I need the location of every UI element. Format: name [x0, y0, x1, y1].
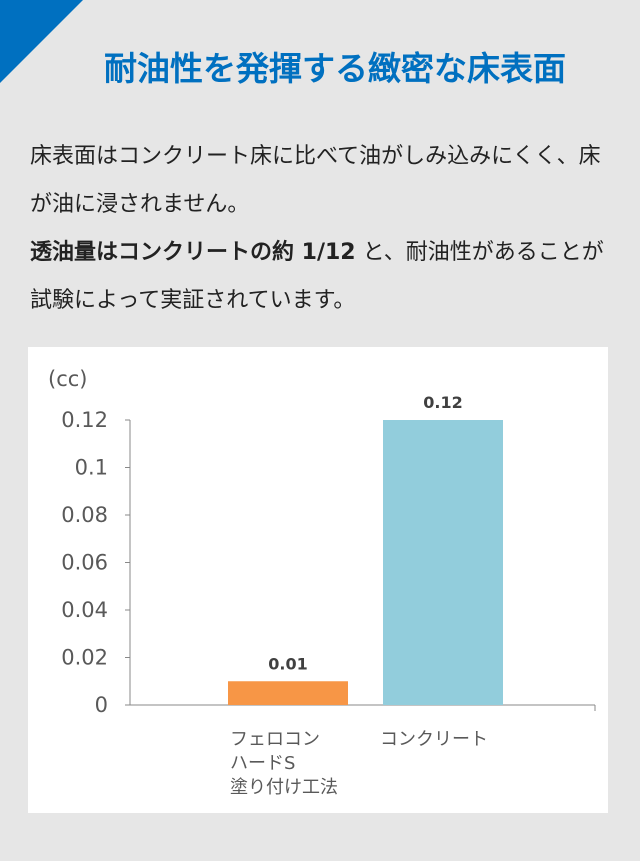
category-label: フェロコン — [230, 729, 320, 750]
bar-chart: (cc) 0 0.02 0.04 0.06 0.08 0.1 0.12 0.01 フェロコンハード… — [28, 347, 608, 813]
page-title: 耐油性を発揮する緻密な床表面 — [104, 49, 566, 88]
y-tick-label: 0.02 — [61, 646, 108, 670]
y-tick-label: 0.06 — [61, 551, 108, 575]
y-tick-label: 0.08 — [61, 503, 108, 527]
category-label: ハードS — [230, 753, 295, 774]
bar-1 — [228, 681, 348, 705]
y-tick-label: 0 — [95, 693, 108, 717]
description-text: 床表面はコンクリート床に比べて油がしみ込みにくく、床が油に浸されません。 — [30, 144, 601, 217]
description: 床表面はコンクリート床に比べて油がしみ込みにくく、床が油に浸されません。透油量は… — [30, 133, 620, 325]
corner-accent — [0, 0, 83, 83]
y-axis-label: (cc) — [48, 367, 87, 391]
chart-svg: (cc) 0 0.02 0.04 0.06 0.08 0.1 0.12 0.01 フェロコンハード… — [48, 367, 596, 798]
y-tick-label: 0.1 — [75, 456, 108, 480]
description-text-2: と、耐油性があることが試験によって実証されています。 — [30, 240, 604, 313]
data-label: 0.12 — [423, 393, 462, 412]
bar-2 — [383, 420, 503, 705]
y-tick-label: 0.12 — [61, 408, 108, 432]
data-label: 0.01 — [268, 654, 307, 673]
y-tick-label: 0.04 — [61, 598, 108, 622]
category-label: コンクリート — [380, 729, 488, 750]
description-bold: 透油量はコンクリートの約 1/12 — [30, 240, 356, 265]
category-label: 塗り付け工法 — [230, 776, 338, 798]
